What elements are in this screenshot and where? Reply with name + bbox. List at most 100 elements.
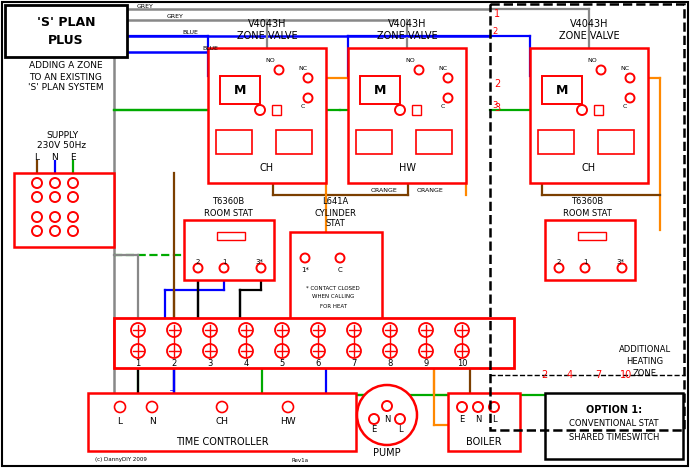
Text: WHEN CALLING: WHEN CALLING [312, 294, 354, 300]
Circle shape [239, 344, 253, 358]
Bar [114, 318, 514, 368]
Text: 'S' PLAN SYSTEM: 'S' PLAN SYSTEM [28, 83, 104, 93]
Circle shape [335, 254, 344, 263]
Text: ADDITIONAL: ADDITIONAL [619, 345, 671, 354]
Circle shape [383, 344, 397, 358]
Circle shape [32, 178, 42, 188]
Text: PLUS: PLUS [48, 34, 83, 46]
Circle shape [32, 226, 42, 236]
Text: 2: 2 [557, 259, 561, 265]
Bar [538, 130, 574, 154]
Text: 2: 2 [171, 358, 177, 367]
Circle shape [68, 212, 78, 222]
Circle shape [357, 385, 417, 445]
Text: 3: 3 [207, 358, 213, 367]
Text: T6360B: T6360B [212, 197, 244, 206]
Bar [545, 220, 635, 280]
Text: ROOM STAT: ROOM STAT [204, 209, 253, 218]
Circle shape [395, 414, 405, 424]
Circle shape [457, 402, 467, 412]
Circle shape [68, 226, 78, 236]
Circle shape [577, 105, 587, 115]
Circle shape [68, 178, 78, 188]
Bar [5, 5, 127, 57]
Text: 2: 2 [494, 79, 500, 89]
Bar [360, 76, 400, 104]
Text: HW: HW [280, 417, 296, 426]
Text: NC: NC [438, 66, 448, 71]
Text: NO: NO [587, 58, 597, 63]
Text: SHARED TIMESWITCH: SHARED TIMESWITCH [569, 432, 659, 441]
Circle shape [415, 66, 424, 74]
Text: ZONE VALVE: ZONE VALVE [237, 31, 297, 41]
Circle shape [395, 105, 405, 115]
Bar [276, 130, 312, 154]
Circle shape [275, 344, 289, 358]
Text: 1*: 1* [301, 267, 309, 273]
Text: M: M [556, 83, 568, 96]
Bar [290, 232, 382, 320]
Circle shape [50, 192, 60, 202]
Text: NO: NO [265, 58, 275, 63]
Text: ZONE: ZONE [633, 370, 657, 379]
Text: ORANGE: ORANGE [417, 189, 444, 193]
Bar [578, 232, 606, 240]
Text: GREY: GREY [166, 15, 184, 20]
Bar [594, 105, 603, 115]
Text: ORANGE: ORANGE [371, 189, 397, 193]
Circle shape [146, 402, 157, 412]
Text: 5: 5 [279, 358, 284, 367]
Text: Rev1a: Rev1a [291, 458, 308, 462]
Text: HW: HW [399, 163, 415, 173]
Text: 2: 2 [493, 28, 497, 37]
Circle shape [555, 263, 564, 272]
Circle shape [68, 192, 78, 202]
Text: N: N [52, 153, 59, 161]
Text: N: N [475, 416, 481, 424]
Text: L: L [34, 153, 39, 161]
Circle shape [32, 212, 42, 222]
Bar [217, 232, 245, 240]
Text: 3: 3 [492, 102, 497, 110]
Text: 4: 4 [567, 370, 573, 380]
Bar [208, 48, 326, 183]
Text: 10: 10 [457, 358, 467, 367]
Circle shape [489, 402, 499, 412]
Circle shape [596, 66, 606, 74]
Text: 'S' PLAN: 'S' PLAN [37, 15, 95, 29]
Circle shape [50, 178, 60, 188]
Bar [412, 105, 421, 115]
Circle shape [444, 73, 453, 82]
Text: T6360B: T6360B [571, 197, 603, 206]
Circle shape [383, 323, 397, 337]
Text: C: C [301, 103, 305, 109]
Circle shape [382, 401, 392, 411]
Circle shape [115, 402, 126, 412]
Text: 8: 8 [387, 358, 393, 367]
Text: M: M [374, 83, 386, 96]
Text: ZONE VALVE: ZONE VALVE [559, 31, 620, 41]
Text: 2: 2 [541, 370, 547, 380]
Text: ADDING A ZONE: ADDING A ZONE [29, 60, 103, 70]
Circle shape [275, 323, 289, 337]
Text: ROOM STAT: ROOM STAT [562, 209, 611, 218]
Bar [542, 76, 582, 104]
Circle shape [304, 94, 313, 102]
Text: * CONTACT CLOSED: * CONTACT CLOSED [306, 285, 360, 291]
Bar [416, 130, 452, 154]
Circle shape [626, 73, 635, 82]
Text: PUMP: PUMP [373, 448, 401, 458]
Bar [356, 130, 392, 154]
Text: CH: CH [260, 163, 274, 173]
Text: TO AN EXISTING: TO AN EXISTING [30, 73, 102, 81]
Circle shape [167, 323, 181, 337]
Circle shape [131, 344, 145, 358]
Text: 230V 50Hz: 230V 50Hz [37, 141, 86, 151]
Text: V4043H: V4043H [248, 19, 286, 29]
Bar [530, 48, 648, 183]
Text: 3: 3 [494, 103, 500, 113]
Bar [490, 4, 684, 430]
Text: CH: CH [582, 163, 596, 173]
Circle shape [301, 254, 310, 263]
Circle shape [193, 263, 202, 272]
